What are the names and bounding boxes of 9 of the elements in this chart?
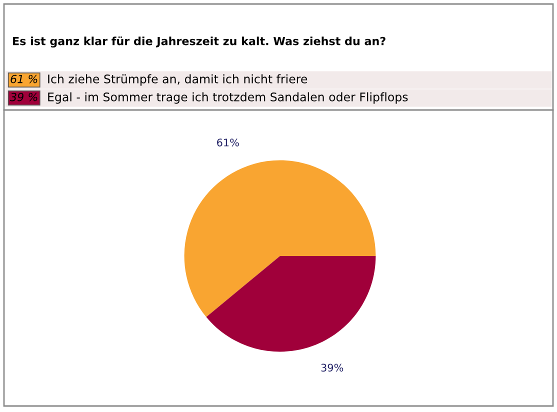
legend-label: Egal - im Sommer trage ich trotzdem Sandalen oder Flipflops	[48, 92, 408, 104]
text: 39 %	[10, 92, 38, 102]
pie-slice	[206, 256, 376, 352]
pie-slice	[184, 160, 376, 318]
legend-label: Ich ziehe Strümpfe an, damit ich nicht friere	[48, 74, 308, 86]
data-label: 61%	[217, 138, 239, 146]
data-label: 39%	[321, 364, 344, 372]
chart-title: Es ist ganz klar für die Jahreszeit zu kalt. Was ziehst du an?	[13, 36, 386, 48]
text: 61 %	[10, 74, 38, 84]
